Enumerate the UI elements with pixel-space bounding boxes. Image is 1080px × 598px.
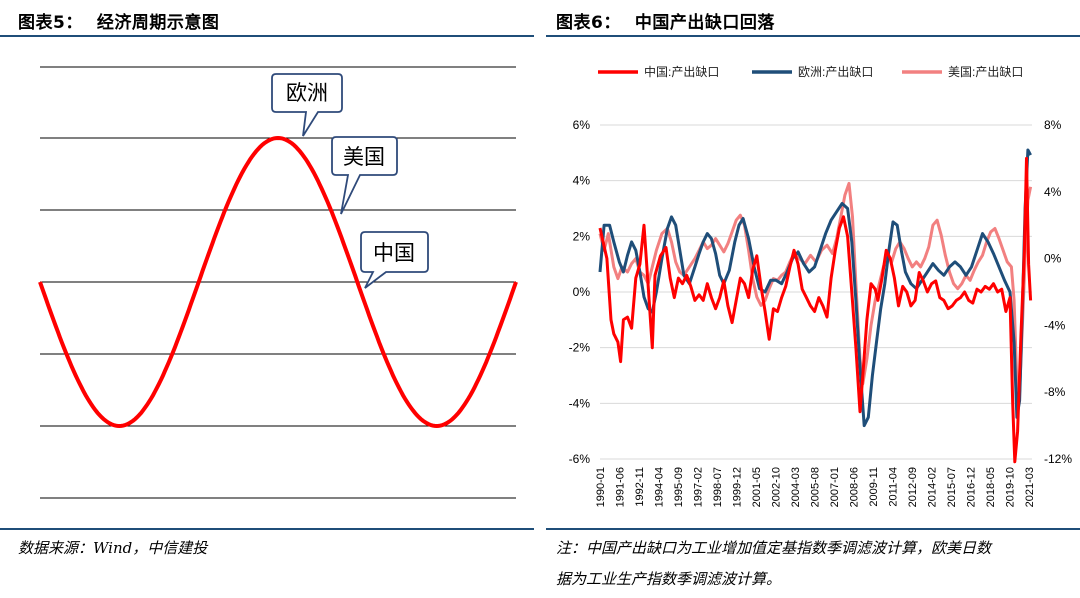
left-figure-title-text: 经济周期示意图 <box>96 13 220 33</box>
x-tick-label: 2016-12 <box>966 467 978 507</box>
right-note: 注：中国产出缺口为工业增加值定基指数季调滤波计算，欧美日数 据为工业生产指数季调… <box>556 537 1076 589</box>
x-tick-label: 2008-06 <box>849 467 861 507</box>
x-tick-label: 2021-03 <box>1024 467 1036 507</box>
legend-label: 美国:产出缺口 <box>948 64 1023 79</box>
y-left-tick-label: -2% <box>569 341 591 355</box>
callout-europe-label: 欧洲 <box>286 82 328 105</box>
y-right-tick-label: -8% <box>1044 385 1066 399</box>
callout-china: 中国 <box>360 231 429 289</box>
right-note-line2: 据为工业生产指数季调滤波计算。 <box>556 570 782 588</box>
x-tick-label: 1999-12 <box>732 467 744 507</box>
x-tick-label: 1998-07 <box>712 467 724 507</box>
y-right-tick-label: 4% <box>1044 185 1062 199</box>
y-left-tick-label: 0% <box>573 285 591 299</box>
x-tick-label: 1997-02 <box>693 467 705 507</box>
output-gap-chart: 中国:产出缺口 欧洲:产出缺口 美国:产出缺口 6%4%2%0%-2%-4%-6% … <box>569 64 1073 507</box>
x-tick-label: 1995-09 <box>673 467 685 507</box>
series-line-1 <box>598 148 1032 428</box>
right-footer-rule <box>546 528 1080 530</box>
x-tick-label: 2019-10 <box>1005 467 1017 507</box>
chart-legend: 中国:产出缺口 欧洲:产出缺口 美国:产出缺口 <box>598 64 1023 79</box>
callout-europe: 欧洲 <box>271 73 343 137</box>
y-right-tick-label: -12% <box>1044 452 1072 466</box>
x-tick-label: 2005-08 <box>810 467 822 507</box>
x-tick-label: 1992-11 <box>634 467 646 507</box>
left-source-note: 数据来源：Wind，中信建投 <box>18 539 208 557</box>
cycle-curve <box>38 135 518 429</box>
right-figure-title-text: 中国产出缺口回落 <box>634 13 775 33</box>
x-tick-label: 1990-01 <box>595 467 607 507</box>
x-tick-label: 1994-04 <box>654 467 666 507</box>
x-tick-label: 2011-04 <box>888 467 900 507</box>
callout-china-label: 中国 <box>373 242 415 265</box>
series-line-2 <box>598 181 1033 394</box>
legend-label: 中国:产出缺口 <box>644 64 719 79</box>
x-tick-label: 2007-01 <box>829 467 841 507</box>
legend-label: 欧洲:产出缺口 <box>798 64 873 79</box>
left-footer-rule <box>0 528 534 530</box>
left-title-rule <box>0 35 534 37</box>
cycle-diagram: 欧洲 美国 中国 <box>38 66 518 499</box>
x-tick-label: 2015-07 <box>946 467 958 507</box>
x-tick-label: 2001-05 <box>751 467 763 507</box>
y-left-tick-label: -4% <box>569 396 591 410</box>
x-tick-label: 2012-09 <box>907 467 919 507</box>
left-figure-number: 图表5： <box>18 13 83 33</box>
x-tick-label: 1991-06 <box>615 467 627 507</box>
callout-usa: 美国 <box>331 136 398 215</box>
callout-usa-label: 美国 <box>343 146 385 169</box>
x-tick-label: 2014-02 <box>927 467 939 507</box>
x-tick-label: 2004-03 <box>790 467 802 507</box>
x-tick-label: 2018-05 <box>985 467 997 507</box>
series-line-0 <box>598 156 1033 464</box>
right-figure-title: 图表6： 中国产出缺口回落 <box>556 8 775 33</box>
y-left-tick-label: 6% <box>573 118 591 132</box>
right-figure-number: 图表6： <box>556 13 621 33</box>
x-tick-label: 2002-10 <box>771 467 783 507</box>
right-title-rule <box>546 35 1080 37</box>
y-right-tick-label: 8% <box>1044 118 1062 132</box>
left-figure-title: 图表5： 经济周期示意图 <box>18 8 219 33</box>
y-left-tick-label: 4% <box>573 174 591 188</box>
y-right-tick-label: -4% <box>1044 318 1066 332</box>
x-tick-label: 2009-11 <box>868 467 880 507</box>
y-left-tick-label: -6% <box>569 452 591 466</box>
y-left-tick-label: 2% <box>573 229 591 243</box>
right-note-line1: 注：中国产出缺口为工业增加值定基指数季调滤波计算，欧美日数 <box>556 539 992 557</box>
y-right-tick-label: 0% <box>1044 252 1062 266</box>
